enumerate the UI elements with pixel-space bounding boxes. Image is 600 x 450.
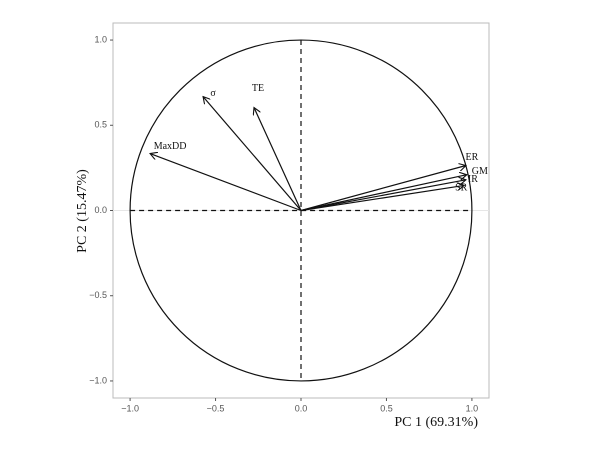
loading-arrow	[254, 108, 302, 211]
variable-label: σ	[210, 88, 216, 99]
variable-label: MaxDD	[154, 141, 187, 152]
y-axis-title: PC 2 (15.47%)	[75, 169, 90, 253]
variable-label: GM	[472, 166, 488, 177]
loading-arrow	[300, 180, 466, 212]
y-tick-label: −0.5	[89, 290, 107, 300]
variable-label: IR	[468, 174, 478, 185]
x-tick-label: 1.0	[466, 403, 479, 413]
loading-arrow	[150, 154, 302, 212]
x-tick-label: −1.0	[121, 403, 139, 413]
variable-label: TE	[252, 83, 264, 94]
variable-label: SR	[455, 183, 468, 194]
y-tick-label: 0.0	[94, 205, 107, 215]
loading-arrow	[300, 175, 467, 212]
y-tick-label: −1.0	[89, 375, 107, 385]
x-tick-label: −0.5	[207, 403, 225, 413]
x-tick-label: 0.5	[380, 403, 393, 413]
loading-arrow	[300, 185, 464, 212]
loading-arrow	[300, 166, 466, 212]
loading-arrow	[203, 97, 302, 211]
y-tick-label: 1.0	[94, 34, 107, 44]
variable-label: ER	[466, 152, 479, 163]
x-tick-label: 0.0	[295, 403, 308, 413]
y-tick-label: 0.5	[94, 120, 107, 130]
x-axis-title: PC 1 (69.31%)	[394, 415, 478, 430]
